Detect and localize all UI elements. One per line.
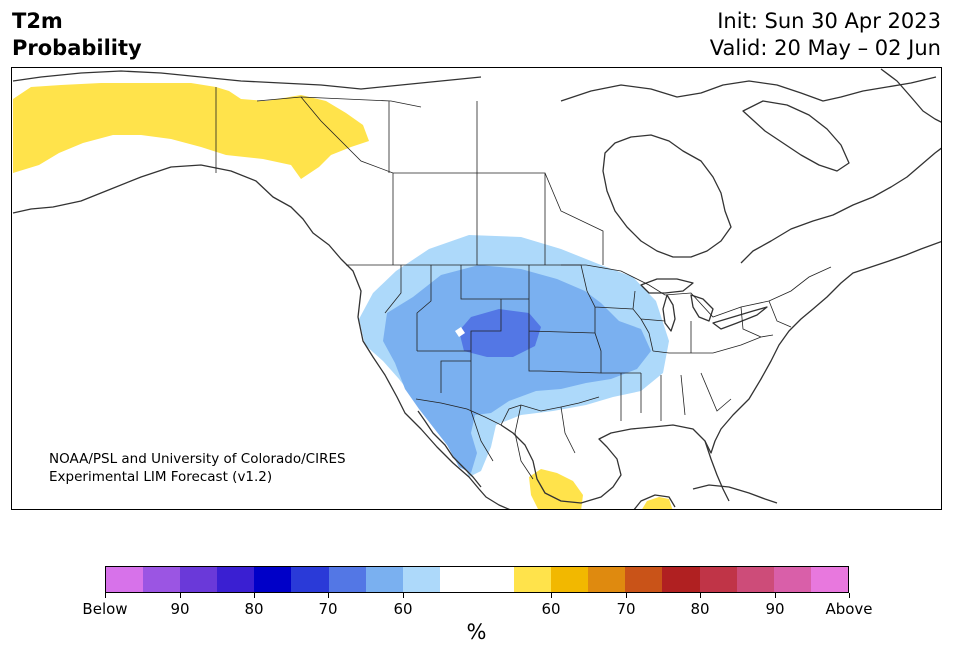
colorbar-tick [700,593,701,598]
colorbar-tick [254,593,255,598]
north-america-map [12,68,941,509]
data-credit: NOAA/PSL and University of Colorado/CIRE… [49,450,346,486]
init-date: Init: Sun 30 Apr 2023 [717,9,941,33]
below-70-80-region [459,309,541,357]
credit-line-1: NOAA/PSL and University of Colorado/CIRE… [49,451,346,467]
baffin-island [742,100,850,172]
colorbar-tick-label: 90 [170,600,190,618]
labrador-coast [740,147,941,264]
us-canada-border [346,264,832,318]
colorbar-tick [180,593,181,598]
colorbar-segment [217,567,255,592]
great-lake-huron [690,294,714,322]
colorbar-tick-label: 70 [616,600,636,618]
title-variable: T2m [12,9,63,33]
valid-period: Valid: 20 May – 02 Jun [709,36,941,60]
great-lake-erie-ontario [712,306,768,330]
colorbar-tick-label: 60 [541,600,561,618]
canada-provinces [256,96,604,265]
above-50-60-yucatan [642,497,673,509]
colorbar-tick-label: 80 [690,600,710,618]
colorbar-segment [810,567,848,592]
colorbar-tick-label: 90 [765,600,785,618]
title-type: Probability [12,36,142,60]
above-50-60-alaska [13,83,369,179]
alaska-north-coast [12,70,482,90]
colorbar-segment [254,567,292,592]
above-50-60-mexico [529,469,583,509]
lake-hole [455,327,465,337]
colorbar-tick [551,593,552,598]
cuba [692,484,778,504]
below-60-70-region [383,265,651,473]
arctic-islands [560,76,937,102]
map-panel [11,67,942,510]
colorbar-unit: % [466,620,487,644]
greenland-edge [880,68,941,123]
baja-coast [417,410,482,488]
colorbar-segment [439,567,477,592]
great-lake-michigan [662,294,676,332]
forecast-dates: Init: Sun 30 Apr 2023 Valid: 20 May – 02… [710,8,941,62]
probability-shading [13,83,673,509]
colorbar-segment [180,567,218,592]
colorbar-segment [773,567,811,592]
colorbar-tick [403,593,404,598]
colorbar-segment [106,567,144,592]
us-states [384,264,792,421]
colorbar-tick-label: 80 [244,600,264,618]
colorbar-tick-label: 60 [393,600,413,618]
colorbar-tick-label: Above [825,600,873,618]
map-title: T2m Probability [12,8,142,62]
colorbar-segment [625,567,663,592]
colorbar-segment [588,567,626,592]
colorbar-tick [328,593,329,598]
colorbar-segment [514,567,552,592]
colorbar-segment [662,567,700,592]
credit-line-2: Experimental LIM Forecast (v1.2) [49,469,273,485]
colorbar-tick-label: 70 [318,600,338,618]
coastlines [12,68,941,509]
florida [704,440,730,502]
colorbar-segment [402,567,440,592]
colorbar-segment [476,567,515,592]
yucatan-coast [633,494,676,509]
colorbar-tick [849,593,850,598]
colorbar-ticks: Below 90 80 70 60 60 70 80 90 Above [0,593,953,618]
colorbar-segment [365,567,403,592]
colorbar-tick [105,593,106,598]
probability-colorbar [105,566,849,593]
colorbar-tick [775,593,776,598]
us-mexico-border [415,396,600,426]
colorbar-tick [626,593,627,598]
mexico-states [470,404,576,480]
political-boundaries [215,87,832,480]
colorbar-segment [736,567,774,592]
colorbar-segment [291,567,329,592]
colorbar-segment [699,567,737,592]
colorbar-segment [551,567,589,592]
colorbar-segment [143,567,181,592]
colorbar-segment [328,567,366,592]
great-lake-superior [640,278,694,294]
colorbar-tick-label: Below [82,600,128,618]
hudson-bay [602,134,732,258]
